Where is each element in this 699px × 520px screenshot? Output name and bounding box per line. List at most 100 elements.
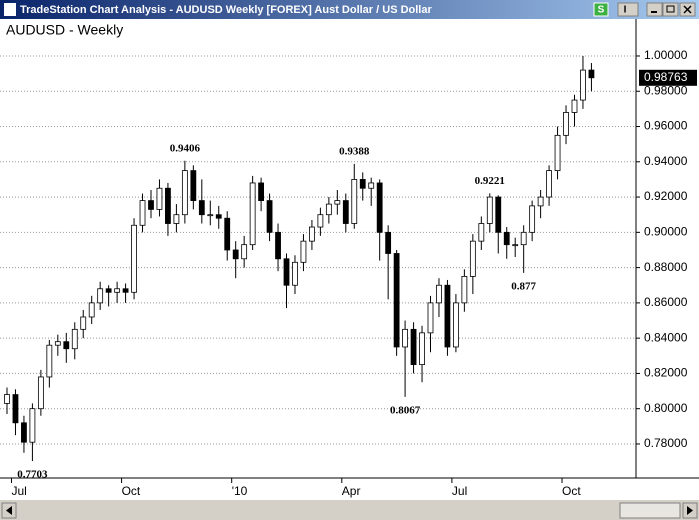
y-tick-label: 0.82000 <box>644 366 688 380</box>
y-tick-label: 1.00000 <box>644 48 688 62</box>
last-price-label: 0.98763 <box>644 70 688 84</box>
annotation: 0.9406 <box>170 142 201 154</box>
candle-body <box>80 316 87 330</box>
candle-body <box>529 205 536 233</box>
candle-body <box>520 231 527 246</box>
candle-body <box>71 328 78 350</box>
candle-body <box>207 214 214 217</box>
candle-body <box>588 69 595 79</box>
candle-body <box>469 240 476 277</box>
y-tick-label: 0.94000 <box>644 154 688 168</box>
candle-body <box>410 328 417 366</box>
x-tick-label: Apr <box>342 484 361 498</box>
app-icon <box>4 3 16 16</box>
candle-body <box>580 69 586 101</box>
y-tick-label: 0.98000 <box>644 83 688 97</box>
candle-body <box>249 182 256 246</box>
candle-body <box>29 408 36 443</box>
i-button[interactable] <box>617 2 639 17</box>
candle-body <box>114 288 121 293</box>
candle-body <box>453 302 459 348</box>
y-tick-label: 0.78000 <box>644 436 688 450</box>
candle-body <box>232 249 239 260</box>
candle-body <box>427 302 434 334</box>
candle-body <box>122 288 129 293</box>
candle-body <box>563 112 569 136</box>
candle-body <box>325 203 332 216</box>
candle-body <box>368 182 375 189</box>
x-tick-label: Jul <box>11 484 26 498</box>
scroll-thumb[interactable] <box>619 502 681 519</box>
y-tick-label: 0.96000 <box>644 119 688 133</box>
candle-body <box>165 187 171 224</box>
scrollbar[interactable] <box>0 501 699 520</box>
candle-body <box>334 200 341 205</box>
candle-body <box>63 341 70 350</box>
candle-body <box>46 344 53 378</box>
candle-body <box>393 253 400 348</box>
candle-body <box>478 223 485 242</box>
close-icon <box>683 5 692 14</box>
candle-body <box>21 422 27 443</box>
candle-body <box>148 200 154 210</box>
y-tick-label: 0.92000 <box>644 189 688 203</box>
candle-body <box>300 240 307 263</box>
annotation: 0.7703 <box>17 469 48 481</box>
candle-body <box>461 276 468 304</box>
candle-body <box>486 196 493 224</box>
i-button-label: I <box>624 5 627 16</box>
candle-body <box>198 200 205 216</box>
candle-body <box>402 328 408 348</box>
candle-body <box>241 244 248 260</box>
candle-body <box>54 341 61 346</box>
annotation: 0.8067 <box>390 404 421 416</box>
s-button[interactable] <box>593 2 609 17</box>
candle-body <box>88 302 95 318</box>
candle-body <box>292 261 298 286</box>
candle-body <box>156 187 163 210</box>
maximize-icon <box>666 5 675 13</box>
candle-body <box>444 284 451 348</box>
minimize-button[interactable] <box>646 2 663 17</box>
window-title: TradeStation Chart Analysis - AUDUSD Wee… <box>20 4 432 16</box>
x-tick-label: Oct <box>562 484 581 498</box>
candle-body <box>4 394 10 404</box>
annotation: 0.9388 <box>339 145 370 157</box>
candle-body <box>105 288 112 293</box>
candle-body <box>309 226 315 242</box>
y-tick-label: 0.84000 <box>644 330 688 344</box>
y-tick-label: 0.86000 <box>644 295 688 309</box>
annotation: 0.9221 <box>475 175 505 187</box>
title-bar <box>0 0 699 19</box>
x-tick-label: Jul <box>452 484 467 498</box>
candle-body <box>317 214 324 228</box>
candle-body <box>512 244 519 247</box>
candle-body <box>436 284 442 304</box>
candle-body <box>275 231 281 260</box>
y-tick-label: 0.88000 <box>644 260 688 274</box>
candle-body <box>190 170 197 201</box>
candle-body <box>173 214 180 224</box>
candle-body <box>376 182 383 233</box>
candle-body <box>342 200 349 224</box>
candle-body <box>419 332 425 366</box>
candle-body <box>139 200 146 226</box>
x-tick-label: '10 <box>232 484 248 498</box>
candle-body <box>537 196 544 207</box>
candle-body <box>554 134 561 172</box>
candle-body <box>266 200 273 233</box>
candle-body <box>215 214 222 219</box>
candle-body <box>258 182 265 201</box>
chart-title: AUDUSD - Weekly <box>6 22 123 38</box>
candle-body <box>351 179 358 224</box>
candle-body <box>97 288 104 304</box>
candle-body <box>224 217 231 251</box>
s-button-label: S <box>598 5 605 16</box>
candle-body <box>131 224 137 293</box>
maximize-button[interactable] <box>662 2 679 17</box>
candle-body <box>385 231 392 254</box>
candle-body <box>546 170 552 198</box>
candle-body <box>37 376 44 410</box>
y-tick-label: 0.80000 <box>644 401 688 415</box>
